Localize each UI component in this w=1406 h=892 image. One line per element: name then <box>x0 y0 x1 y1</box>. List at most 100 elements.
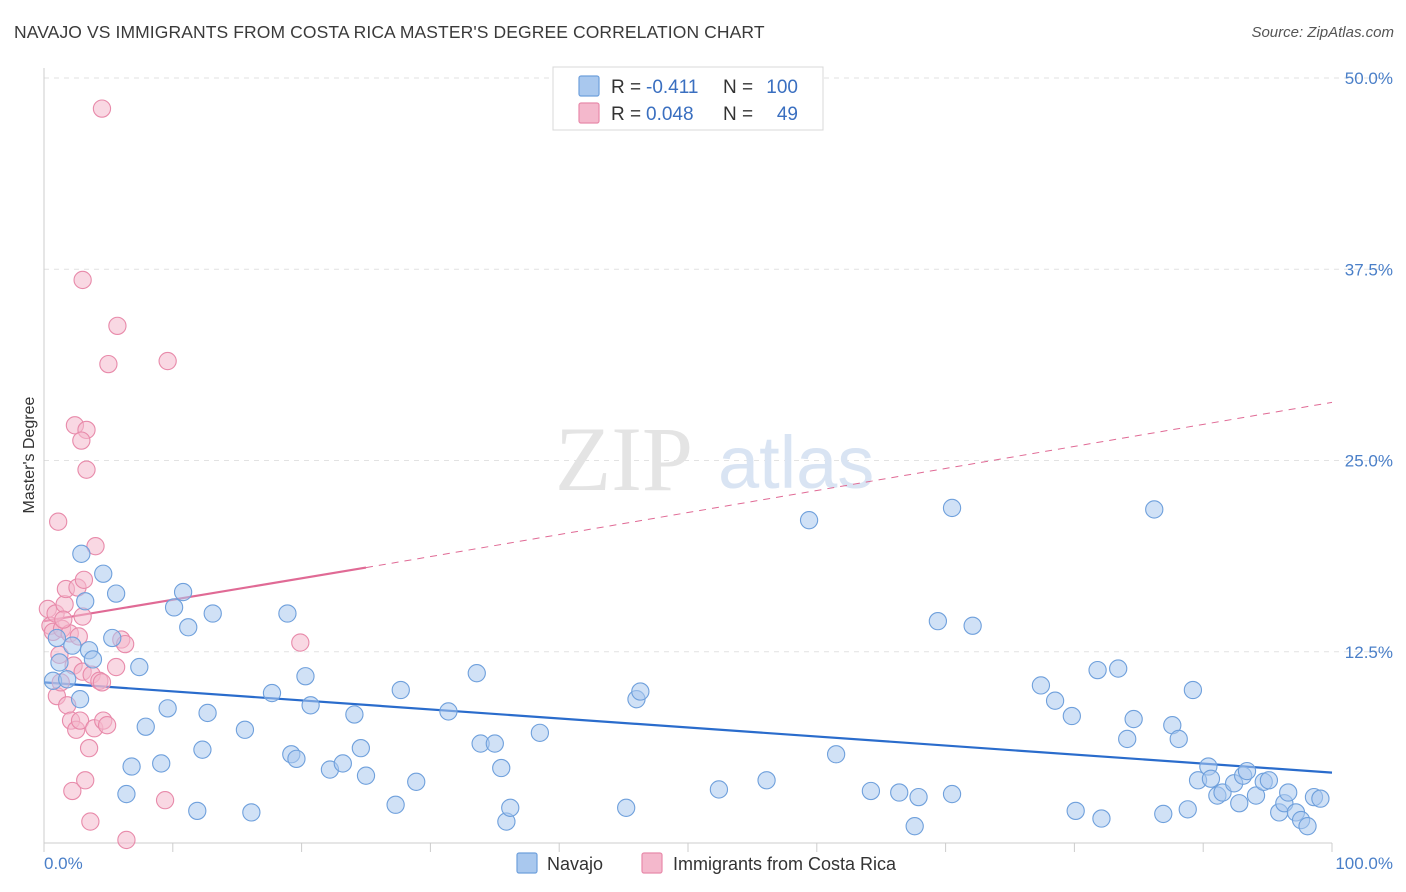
navajo-point-94 <box>1298 817 1317 836</box>
navajo-point-4 <box>70 690 90 709</box>
navajo-point-43 <box>485 734 504 753</box>
navajo-point-97 <box>47 628 67 648</box>
data-points <box>38 99 1330 850</box>
navajo-point-25 <box>242 803 261 822</box>
costa-rica-point-38 <box>155 791 175 810</box>
costa-rica-point-13 <box>63 781 82 801</box>
navajo-point-62 <box>1031 676 1051 695</box>
navajo-point-35 <box>351 738 370 758</box>
legend-swatch-costa-rica <box>578 102 600 124</box>
navajo-point-61 <box>963 616 982 635</box>
navajo-point-67 <box>1092 809 1111 828</box>
x-tick-labels: 0.0% 100.0% <box>44 854 1393 873</box>
navajo-point-37 <box>386 795 405 814</box>
x-tick-label-1: 100.0% <box>1335 854 1393 873</box>
navajo-point-15 <box>152 754 171 773</box>
bottom-legend-swatch-navajo <box>516 852 538 874</box>
costa-rica-point-34 <box>108 316 127 336</box>
navajo-point-48 <box>617 798 636 817</box>
costa-rica-point-21 <box>76 771 95 790</box>
costa-rica-point-45 <box>92 99 112 118</box>
navajo-point-83 <box>1230 794 1249 813</box>
gridlines <box>44 77 1390 653</box>
axes <box>43 68 1333 852</box>
navajo-point-96 <box>1311 789 1330 808</box>
navajo-point-59 <box>928 612 948 631</box>
navajo-point-55 <box>861 781 881 801</box>
navajo-point-99 <box>942 498 962 518</box>
navajo-point-2 <box>58 670 77 689</box>
navajo-point-79 <box>1201 769 1221 788</box>
navajo-point-53 <box>799 511 819 530</box>
legend-r-label-1: R = <box>611 77 641 98</box>
navajo-point-50 <box>631 682 650 701</box>
navajo-point-71 <box>1145 500 1164 519</box>
navajo-point-75 <box>1178 800 1197 819</box>
navajo-point-69 <box>1118 729 1137 749</box>
costa-rica-point-46 <box>72 431 91 450</box>
costa-rica-point-23 <box>77 460 96 479</box>
costa-rica-point-20 <box>74 570 94 589</box>
navajo-point-10 <box>106 584 126 603</box>
watermark-atlas: atlas <box>718 421 874 504</box>
bottom-legend-swatch-costa-rica <box>641 852 663 874</box>
y-tick-label-2: 37.5% <box>1345 260 1393 279</box>
navajo-point-65 <box>1066 801 1085 821</box>
costa-rica-point-25 <box>81 812 100 831</box>
costa-rica-point-33 <box>99 354 118 374</box>
y-tick-label-0: 12.5% <box>1345 643 1393 662</box>
y-tick-labels: 12.5% 25.0% 37.5% 50.0% <box>1345 69 1393 662</box>
navajo-point-5 <box>76 592 95 611</box>
navajo-point-16 <box>158 699 177 718</box>
navajo-point-9 <box>103 628 122 648</box>
legend-n-label-1: N = <box>723 77 753 98</box>
navajo-point-12 <box>122 757 141 776</box>
trend-line-0 <box>43 681 1333 774</box>
costa-rica-point-40 <box>291 633 310 652</box>
costa-rica-point-42 <box>54 610 73 629</box>
navajo-point-70 <box>1124 709 1143 729</box>
navajo-point-19 <box>179 618 198 637</box>
legend-n-value-1: 100 <box>766 77 798 98</box>
bottom-legend: Navajo Immigrants from Costa Rica <box>516 852 897 874</box>
navajo-point-34 <box>345 705 364 724</box>
navajo-point-72 <box>1154 804 1173 824</box>
navajo-point-58 <box>909 787 928 807</box>
navajo-point-36 <box>356 766 376 785</box>
navajo-point-29 <box>287 749 306 769</box>
legend-n-label-2: N = <box>723 104 753 125</box>
navajo-point-57 <box>905 817 924 836</box>
x-tick-label-0: 0.0% <box>44 854 83 873</box>
navajo-point-21 <box>193 740 212 759</box>
navajo-point-26 <box>262 683 282 703</box>
bottom-legend-label-costa-rica: Immigrants from Costa Rica <box>673 854 897 874</box>
navajo-point-52 <box>757 771 776 790</box>
navajo-point-56 <box>890 783 909 802</box>
navajo-point-18 <box>173 582 193 602</box>
navajo-point-46 <box>501 798 520 817</box>
legend-r-value-1: -0.411 <box>646 77 698 98</box>
navajo-point-33 <box>333 754 352 773</box>
navajo-point-44 <box>492 758 511 778</box>
legend: R = -0.411 N = 100 R = 0.048 N = 49 <box>552 66 824 131</box>
navajo-point-63 <box>1045 691 1065 710</box>
trend-line-1 <box>43 566 367 623</box>
costa-rica-point-44 <box>73 607 92 626</box>
navajo-point-17 <box>164 598 184 617</box>
y-tick-label-3: 50.0% <box>1345 69 1393 88</box>
navajo-point-11 <box>117 784 136 804</box>
navajo-point-24 <box>235 720 255 739</box>
navajo-point-86 <box>1246 786 1266 805</box>
costa-rica-point-48 <box>73 270 92 290</box>
costa-rica-point-30 <box>92 673 112 692</box>
navajo-point-98 <box>72 544 91 563</box>
navajo-point-8 <box>94 564 113 583</box>
navajo-point-20 <box>188 801 207 821</box>
navajo-point-41 <box>467 664 486 683</box>
watermark: ZIP atlas <box>555 408 874 510</box>
chart-title: NAVAJO VS IMMIGRANTS FROM COSTA RICA MAS… <box>14 22 765 42</box>
y-tick-label-1: 25.0% <box>1345 452 1393 471</box>
watermark-zip: ZIP <box>555 408 693 510</box>
navajo-point-76 <box>1183 680 1203 700</box>
